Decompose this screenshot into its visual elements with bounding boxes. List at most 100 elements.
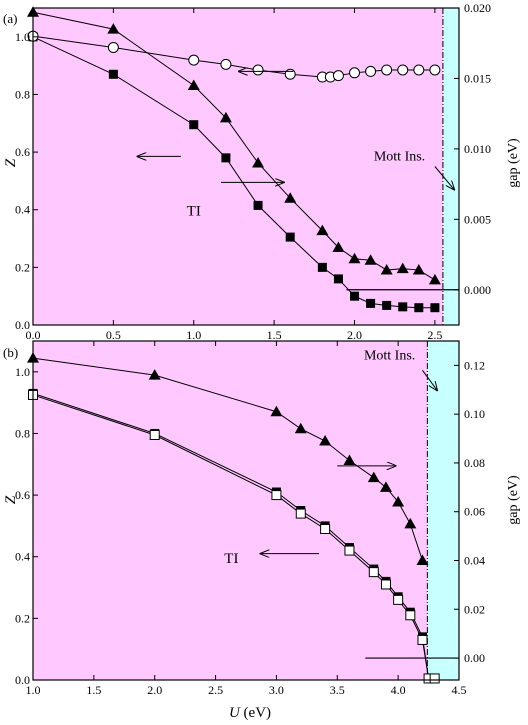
panel-a-series-0-point xyxy=(382,300,392,310)
panel-a-series-0-point xyxy=(398,302,408,312)
panel-a-series-2-point xyxy=(188,54,200,66)
panel-a-label: (a) xyxy=(3,11,17,26)
panel-a-series-2-point xyxy=(332,70,344,82)
panel-b-xtick-label: 2.5 xyxy=(208,683,223,697)
panel-a-regions xyxy=(33,8,459,325)
panel-a-mott-label: Mott Ins. xyxy=(374,150,425,165)
panel-a-left-tick-label: 0.2 xyxy=(15,260,30,274)
panel-a-left-tick-label: 0.4 xyxy=(15,203,30,217)
panel-a-series-2-point xyxy=(381,64,393,76)
panel-a-plot-frame xyxy=(32,7,460,326)
panel-b: 1.0 1.5 2.0 2.5 3.0 3.5 4.0 4.5 0.0 0.2 0.4 0.6 0.8 1… xyxy=(3,340,521,697)
panel-a-right-tick-label: 0.000 xyxy=(464,283,491,297)
x-axis-label: U (eV) xyxy=(229,705,271,721)
panel-a-series-0-point xyxy=(350,291,360,301)
panel-a-series-0-point xyxy=(285,232,295,242)
panel-b-annotations: TI Mott Ins. xyxy=(224,348,437,567)
panel-b-regions xyxy=(33,341,459,680)
panel-b-left-tick-label: 0.2 xyxy=(15,611,30,625)
panel-a-xtick-label: 0.0 xyxy=(26,328,41,342)
panel-b-left-tick-label: 0.8 xyxy=(15,426,30,440)
panel-b-series-1-point xyxy=(417,634,428,645)
panel-a-series-0-point xyxy=(317,262,327,272)
panel-a-series-2-point xyxy=(365,65,377,77)
panel-b-left-tick-label: 0.0 xyxy=(15,673,30,687)
panel-a-series-1-point xyxy=(428,273,441,285)
panel-a-ticks: 0.0 0.5 1.0 1.5 2.0 2.5 0.0 0.2 0.4 0.6 0.8 1.0 0.00… xyxy=(15,1,491,342)
panel-a-series-2-point xyxy=(284,68,296,80)
panel-b-series-2-point xyxy=(379,481,392,492)
panel-b-series-1-point xyxy=(368,567,379,578)
panel-a-series-0-point xyxy=(253,200,263,210)
panel-a-right-tick-label: 0.015 xyxy=(464,71,491,85)
panel-b-ticks: 1.0 1.5 2.0 2.5 3.0 3.5 4.0 4.5 0.0 0.2 0.4 0.6 0.8 1… xyxy=(15,341,485,697)
x-axis-label-unit: (eV) xyxy=(240,705,271,721)
panel-b-series-1-point xyxy=(320,523,331,534)
panel-a-xtick-label: 1.5 xyxy=(267,328,282,342)
panel-a-series-0-point xyxy=(189,120,199,130)
panel-b-mott-label: Mott Ins. xyxy=(364,348,415,363)
panel-a-series-1-point xyxy=(380,264,393,275)
panel-a-ti-region xyxy=(33,8,443,325)
panel-b-xtick-label: 3.5 xyxy=(330,683,345,697)
panel-a-transition-line xyxy=(346,8,459,325)
panel-a-right-tick-label: 0.010 xyxy=(464,142,491,156)
panel-b-right-tick-label: 0.10 xyxy=(464,407,485,421)
panel-b-series-1-point xyxy=(380,579,391,590)
panel-a-series-1-point xyxy=(187,79,200,90)
panel-b-right-tick-label: 0.00 xyxy=(464,651,485,665)
panel-b-transition-line xyxy=(365,341,459,680)
panel-a-series-1-point xyxy=(284,192,297,203)
panel-a-right-axis-label: gap (eV) xyxy=(506,138,521,188)
panel-a-series-2-point xyxy=(413,64,425,76)
panel-b-series-2-point xyxy=(294,422,307,434)
panel-a-series xyxy=(27,6,441,313)
panel-a-right-tick-label: 0.005 xyxy=(464,212,491,226)
panel-b-series-1-point xyxy=(344,545,355,556)
panel-a-left-tick-label: 0.6 xyxy=(15,145,30,159)
panel-a-xtick-label: 2.0 xyxy=(347,328,362,342)
panel-b-mott-region xyxy=(427,341,459,680)
panel-a-series-2-point xyxy=(220,58,232,70)
panel-a-series-0-point xyxy=(414,303,424,313)
panel-b-xtick-label: 3.0 xyxy=(269,683,284,697)
panel-b-right-tick-label: 0.12 xyxy=(464,358,485,372)
panel-a-xtick-label: 0.5 xyxy=(106,328,121,342)
panel-a-series-1-point xyxy=(316,224,329,236)
panel-a-series-1-point xyxy=(396,262,409,274)
panel-b-xtick-label: 2.0 xyxy=(147,683,162,697)
panel-b-xtick-label: 4.5 xyxy=(452,683,467,697)
panel-b-xtick-label: 1.5 xyxy=(86,683,101,697)
panel-a-series-0-point xyxy=(430,303,440,313)
panel-b-series-1-point xyxy=(405,610,416,621)
panel-a-right-tick-label: 0.020 xyxy=(464,1,491,15)
panel-b-series-2-point xyxy=(270,405,283,417)
panel-a-series-1-point xyxy=(107,23,120,34)
panel-a-mott-region xyxy=(442,8,459,325)
panel-a-series-1-point xyxy=(348,252,361,264)
panel-a-left-tick-label: 0.8 xyxy=(15,87,30,101)
panel-a-series-2-point xyxy=(429,64,441,76)
panel-b-series-2-point xyxy=(416,554,429,565)
panel-b-left-tick-label: 1.0 xyxy=(15,365,30,379)
panel-b-series-1-point xyxy=(271,490,282,501)
x-axis-label-var: U xyxy=(229,705,241,721)
panel-a-series-1-point xyxy=(412,264,425,275)
panel-a-series-1-point xyxy=(219,111,232,123)
panel-b-right-tick-label: 0.08 xyxy=(464,456,485,470)
panel-b-frame xyxy=(32,340,460,681)
panel-b-xtick-label: 4.0 xyxy=(391,683,406,697)
panel-b-series-1-point xyxy=(393,594,404,605)
panel-b-right-tick-label: 0.02 xyxy=(464,602,485,616)
panel-b-series-1-point xyxy=(295,508,306,519)
panel-a: 0.0 0.5 1.0 1.5 2.0 2.5 0.0 0.2 0.4 0.6 0.8 1.0 0.00… xyxy=(3,1,521,342)
panel-a-series-0-point xyxy=(221,153,231,163)
panel-b-left-axis-label: Z xyxy=(3,495,19,504)
panel-b-plot-frame xyxy=(32,340,460,681)
panel-b-series-1-point xyxy=(149,429,160,440)
panel-b-series-2-point xyxy=(343,454,356,466)
panel-a-series-2-point xyxy=(349,67,361,79)
panel-b-left-tick-label: 0.4 xyxy=(15,550,30,564)
panel-a-series-0-point xyxy=(108,69,118,79)
